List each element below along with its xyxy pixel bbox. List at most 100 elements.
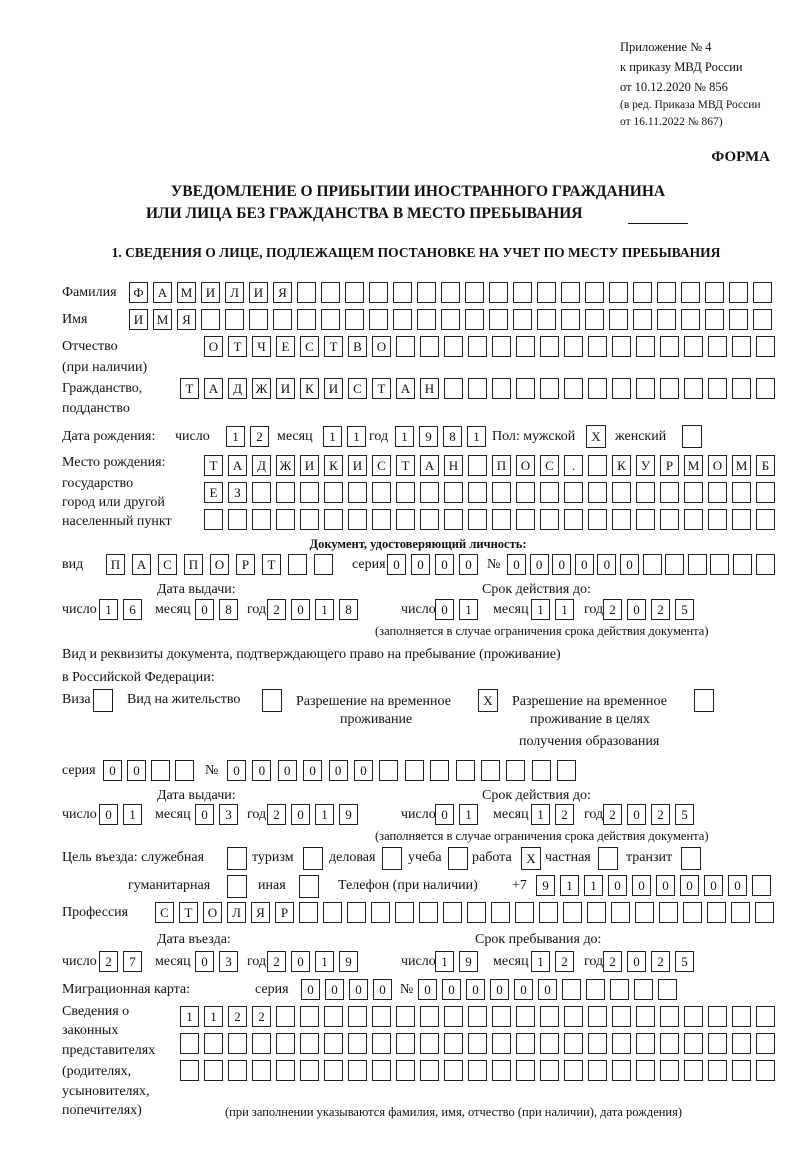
character-cell[interactable]	[710, 554, 730, 575]
character-cell[interactable]: 0	[608, 875, 627, 896]
character-cell[interactable]: 1	[315, 951, 334, 972]
character-cell[interactable]: М	[153, 309, 172, 330]
character-cell[interactable]: 0	[435, 599, 454, 620]
character-cell[interactable]: Т	[180, 378, 199, 399]
character-cell[interactable]	[636, 482, 655, 503]
character-cell[interactable]: С	[158, 554, 177, 575]
character-cell[interactable]	[563, 902, 582, 923]
character-cell[interactable]	[369, 309, 388, 330]
character-cell[interactable]: 0	[353, 760, 373, 781]
character-cell[interactable]: Я	[177, 309, 196, 330]
character-cell[interactable]: Т	[324, 336, 343, 357]
character-cell[interactable]: Н	[444, 455, 463, 476]
character-cell[interactable]	[321, 309, 340, 330]
character-cell[interactable]	[444, 482, 463, 503]
character-cell[interactable]	[420, 1006, 439, 1027]
character-cell[interactable]	[660, 336, 679, 357]
character-cell[interactable]	[492, 1033, 511, 1054]
character-cell[interactable]: К	[324, 455, 343, 476]
character-cell[interactable]	[756, 509, 775, 530]
character-cell[interactable]	[539, 902, 558, 923]
character-cell[interactable]	[321, 282, 340, 303]
character-cell[interactable]: А	[228, 455, 247, 476]
character-cell[interactable]: 0	[728, 875, 747, 896]
character-cell[interactable]	[276, 1006, 295, 1027]
character-cell[interactable]: 9	[339, 951, 358, 972]
character-cell[interactable]	[636, 378, 655, 399]
character-cell[interactable]	[612, 1006, 631, 1027]
character-cell[interactable]	[660, 1006, 679, 1027]
character-cell[interactable]: 1	[323, 426, 342, 447]
character-cell[interactable]	[642, 554, 662, 575]
character-cell[interactable]: 8	[443, 426, 462, 447]
character-cell[interactable]	[732, 509, 751, 530]
character-cell[interactable]	[273, 309, 292, 330]
character-cell[interactable]: 0	[435, 554, 454, 575]
character-cell[interactable]: Р	[275, 902, 294, 923]
character-cell[interactable]: И	[249, 282, 268, 303]
character-cell[interactable]	[732, 1033, 751, 1054]
character-cell[interactable]: 1	[204, 1006, 223, 1027]
character-cell[interactable]	[492, 1060, 511, 1081]
character-cell[interactable]: А	[396, 378, 415, 399]
character-cell[interactable]: 8	[339, 599, 358, 620]
character-cell[interactable]: Т	[179, 902, 198, 923]
character-cell[interactable]	[540, 482, 559, 503]
character-cell[interactable]: К	[612, 455, 631, 476]
character-cell[interactable]: С	[540, 455, 559, 476]
character-cell[interactable]: 5	[675, 951, 694, 972]
character-cell[interactable]	[562, 979, 581, 1000]
character-cell[interactable]	[540, 378, 559, 399]
character-cell[interactable]: 0	[277, 760, 297, 781]
character-cell[interactable]: 1	[459, 599, 478, 620]
character-cell[interactable]	[516, 1006, 535, 1027]
character-cell[interactable]: 0	[619, 554, 639, 575]
character-cell[interactable]: 9	[536, 875, 555, 896]
character-cell[interactable]	[537, 282, 556, 303]
character-cell[interactable]: О	[708, 455, 727, 476]
character-cell[interactable]	[756, 1033, 775, 1054]
character-cell[interactable]	[225, 309, 244, 330]
character-cell[interactable]: И	[348, 455, 367, 476]
character-cell[interactable]	[395, 902, 414, 923]
character-cell[interactable]	[324, 1033, 343, 1054]
character-cell[interactable]	[467, 902, 486, 923]
character-cell[interactable]	[708, 482, 727, 503]
character-cell[interactable]: 0	[459, 554, 478, 575]
character-cell[interactable]: Т	[204, 455, 223, 476]
purpose-business-checkbox[interactable]	[382, 847, 402, 870]
character-cell[interactable]	[252, 1060, 271, 1081]
character-cell[interactable]	[684, 509, 703, 530]
character-cell[interactable]	[588, 336, 607, 357]
character-cell[interactable]	[564, 1006, 583, 1027]
character-cell[interactable]: М	[732, 455, 751, 476]
character-cell[interactable]	[372, 1006, 391, 1027]
character-cell[interactable]: 0	[514, 979, 533, 1000]
character-cell[interactable]	[729, 282, 748, 303]
character-cell[interactable]: М	[177, 282, 196, 303]
character-cell[interactable]	[396, 336, 415, 357]
character-cell[interactable]: 1	[395, 426, 414, 447]
character-cell[interactable]	[372, 482, 391, 503]
character-cell[interactable]	[636, 1006, 655, 1027]
character-cell[interactable]	[633, 282, 652, 303]
character-cell[interactable]	[444, 509, 463, 530]
character-cell[interactable]: 0	[627, 599, 646, 620]
character-cell[interactable]	[468, 482, 487, 503]
character-cell[interactable]: 0	[349, 979, 368, 1000]
character-cell[interactable]	[396, 482, 415, 503]
character-cell[interactable]	[708, 1033, 727, 1054]
character-cell[interactable]	[204, 1033, 223, 1054]
character-cell[interactable]	[612, 1060, 631, 1081]
character-cell[interactable]	[636, 1033, 655, 1054]
character-cell[interactable]	[396, 509, 415, 530]
character-cell[interactable]: 0	[442, 979, 461, 1000]
character-cell[interactable]	[660, 378, 679, 399]
sex-female-checkbox[interactable]	[682, 425, 702, 448]
